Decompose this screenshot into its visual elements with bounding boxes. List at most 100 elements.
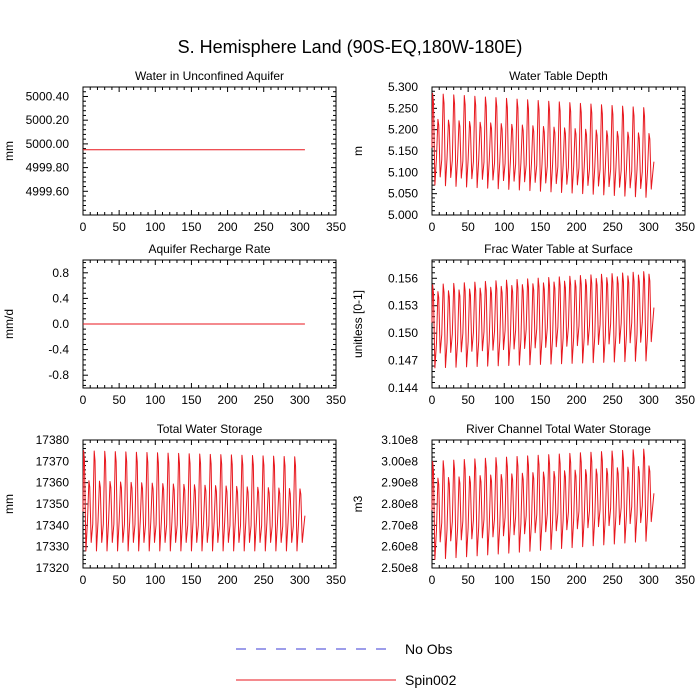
- y-tick-label: 17330: [36, 540, 70, 554]
- y-tick-label: 2.80e8: [381, 497, 418, 511]
- y-tick-label: 0.150: [388, 326, 418, 340]
- x-tick-label: 100: [145, 220, 165, 234]
- y-tick-label: 5000.40: [26, 89, 70, 103]
- x-tick-label: 300: [639, 573, 659, 587]
- panel-title: Water in Unconfined Aquifer: [135, 69, 284, 83]
- panel-5: Total Water Storage 0 50 100 150 200 250 300 350…: [2, 422, 346, 587]
- series-line-spin002: [431, 92, 655, 198]
- x-tick-label: 100: [145, 573, 165, 587]
- series-line-spin002: [82, 450, 306, 552]
- x-tick-label: 350: [675, 220, 695, 234]
- x-tick-label: 200: [218, 573, 238, 587]
- x-tick-label: 0: [429, 573, 436, 587]
- y-tick-label: 5.150: [388, 144, 418, 158]
- x-tick-label: 150: [181, 220, 201, 234]
- figure-title: S. Hemisphere Land (90S-EQ,180W-180E): [178, 37, 523, 57]
- x-tick-label: 200: [218, 220, 238, 234]
- y-tick-label: 5.300: [388, 80, 418, 94]
- panel-title: Total Water Storage: [157, 422, 263, 436]
- y-tick-label: 5000.00: [26, 137, 70, 151]
- y-tick-label: -0.8: [48, 368, 69, 382]
- x-tick-label: 250: [603, 393, 623, 407]
- series-line-spin002: [431, 271, 655, 369]
- legend-label: Spin002: [405, 672, 457, 688]
- y-tick-label: 5.200: [388, 123, 418, 137]
- x-tick-label: 300: [290, 393, 310, 407]
- y-tick-label: 0.4: [52, 291, 69, 305]
- x-tick-label: 300: [639, 393, 659, 407]
- x-tick-label: 100: [494, 393, 514, 407]
- y-tick-label: 17320: [36, 561, 70, 575]
- panel-1: Water in Unconfined Aquifer 0 50 100 150 200 2…: [2, 69, 346, 234]
- y-tick-label: 2.70e8: [381, 518, 418, 532]
- x-tick-label: 250: [603, 573, 623, 587]
- x-tick-label: 150: [530, 573, 550, 587]
- x-tick-label: 0: [429, 220, 436, 234]
- x-tick-label: 350: [675, 573, 695, 587]
- y-tick-label: 5.050: [388, 187, 418, 201]
- x-tick-label: 200: [567, 573, 587, 587]
- y-tick-label: 5000.20: [26, 113, 70, 127]
- x-tick-label: 350: [326, 573, 346, 587]
- y-tick-label: 0.147: [388, 354, 418, 368]
- y-axis-label: mm: [2, 494, 16, 514]
- panel-6: River Channel Total Water Storage 0 50 100 1…: [351, 422, 695, 587]
- y-tick-label: 4999.80: [26, 161, 70, 175]
- y-tick-label: 0.144: [388, 381, 418, 395]
- y-axis-label: unitless [0-1]: [351, 290, 365, 358]
- panel-3: Aquifer Recharge Rate 0 50 100 150 200 250 300 3…: [2, 242, 346, 407]
- y-tick-label: 0.156: [388, 271, 418, 285]
- legend-label: No Obs: [405, 641, 452, 657]
- y-axis-label: mm: [2, 141, 16, 161]
- y-tick-label: 3.10e8: [381, 433, 418, 447]
- x-tick-label: 50: [461, 573, 475, 587]
- x-tick-label: 150: [530, 393, 550, 407]
- x-tick-label: 350: [326, 393, 346, 407]
- y-tick-label: 17350: [36, 497, 70, 511]
- x-tick-label: 250: [254, 573, 274, 587]
- x-tick-label: 150: [530, 220, 550, 234]
- x-tick-label: 0: [80, 573, 87, 587]
- x-tick-label: 50: [461, 220, 475, 234]
- x-tick-label: 150: [181, 393, 201, 407]
- x-tick-label: 250: [254, 220, 274, 234]
- x-tick-label: 0: [80, 220, 87, 234]
- y-tick-label: 2.60e8: [381, 540, 418, 554]
- x-tick-label: 150: [181, 573, 201, 587]
- x-tick-label: 350: [675, 393, 695, 407]
- panels: Water in Unconfined Aquifer 0 50 100 150 200 2…: [2, 69, 695, 587]
- plot-frame: [82, 86, 337, 216]
- y-axis-label: m: [351, 146, 365, 156]
- y-tick-label: 17370: [36, 454, 70, 468]
- x-tick-label: 350: [326, 220, 346, 234]
- y-axis-label: m3: [351, 495, 365, 512]
- x-tick-label: 200: [567, 220, 587, 234]
- x-tick-label: 200: [567, 393, 587, 407]
- y-tick-label: 17380: [36, 433, 70, 447]
- panel-title: Frac Water Table at Surface: [484, 242, 633, 256]
- panel-4: Frac Water Table at Surface 0 50 100 150 200 2…: [351, 242, 695, 407]
- x-tick-label: 100: [145, 393, 165, 407]
- y-tick-label: 5.250: [388, 101, 418, 115]
- y-tick-label: 2.50e8: [381, 561, 418, 575]
- series-line-spin002: [431, 448, 655, 560]
- x-tick-label: 300: [290, 573, 310, 587]
- y-tick-label: 17340: [36, 518, 70, 532]
- panel-title: River Channel Total Water Storage: [466, 422, 651, 436]
- y-tick-label: 0.0: [52, 317, 69, 331]
- x-tick-label: 50: [112, 220, 126, 234]
- y-tick-label: 4999.60: [26, 184, 70, 198]
- y-tick-label: 0.8: [52, 266, 69, 280]
- x-tick-label: 250: [603, 220, 623, 234]
- x-tick-label: 50: [112, 393, 126, 407]
- x-tick-label: 0: [80, 393, 87, 407]
- panel-2: Water Table Depth 0 50 100 150 200 250 300 350 5.…: [351, 69, 695, 234]
- y-tick-label: 0.153: [388, 299, 418, 313]
- x-tick-label: 100: [494, 573, 514, 587]
- panel-title: Aquifer Recharge Rate: [148, 242, 270, 256]
- y-tick-label: 3.00e8: [381, 454, 418, 468]
- x-tick-label: 200: [218, 393, 238, 407]
- x-tick-label: 300: [290, 220, 310, 234]
- y-tick-label: 5.000: [388, 208, 418, 222]
- y-tick-label: -0.4: [48, 343, 69, 357]
